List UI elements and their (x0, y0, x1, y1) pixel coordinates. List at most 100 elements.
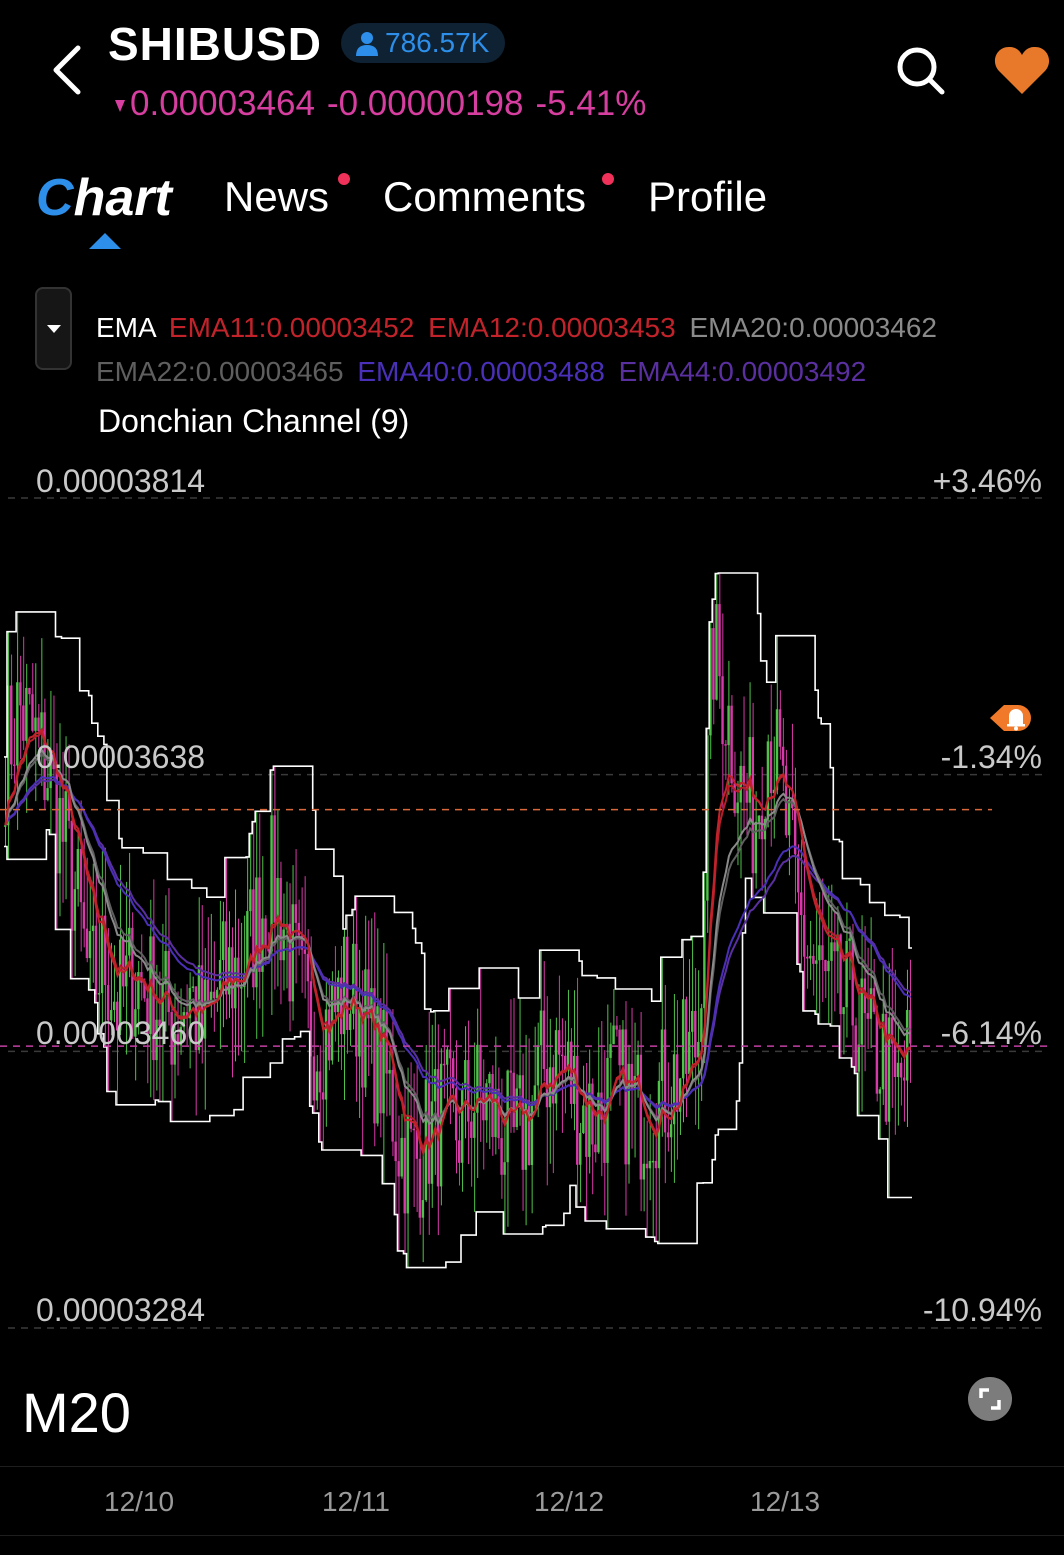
candle-body (403, 1137, 406, 1214)
y-label-right-3: -6.14% (940, 1015, 1042, 1051)
candle-body (200, 965, 204, 1039)
candle-body (227, 947, 231, 995)
ema40-value: EMA40:0.00003488 (357, 356, 605, 387)
candle-body (131, 927, 134, 1037)
candle-body (115, 1001, 119, 1031)
candle-body (857, 1044, 860, 1072)
back-arrow-icon[interactable] (48, 42, 88, 98)
candle-body (760, 815, 764, 840)
ema40-line (4, 775, 912, 1110)
candle-body (137, 972, 140, 1010)
candle-body (597, 1092, 600, 1153)
time-axis-top-divider (0, 1466, 1064, 1467)
ema22-value: EMA22:0.00003465 (96, 356, 344, 387)
candle-body (724, 744, 727, 746)
candle-body (76, 849, 80, 890)
candle-body (324, 1009, 328, 1100)
candle-body (22, 705, 25, 741)
tab-news[interactable]: News (224, 173, 330, 220)
candle-body (630, 1063, 633, 1090)
candle-body (533, 1085, 537, 1104)
price-alert-bell-icon[interactable] (988, 697, 1040, 739)
candle-body (745, 785, 748, 803)
candle-body (70, 820, 74, 931)
candle-body (470, 1121, 473, 1138)
candle-body (736, 802, 739, 814)
candle-body (73, 889, 77, 931)
price-chart[interactable] (0, 460, 1064, 1340)
candle-body (388, 1069, 391, 1074)
candle-body (860, 978, 863, 1045)
candle-body (488, 1074, 491, 1084)
x-label-1: 12/10 (104, 1486, 175, 1517)
candle-body (19, 682, 22, 706)
x-label-4: 12/13 (750, 1486, 821, 1517)
candle-body (458, 1140, 461, 1163)
candle-body (594, 1144, 597, 1153)
candle-body (379, 1006, 382, 1114)
candle-body (778, 709, 782, 747)
candle-body (143, 982, 146, 999)
candle-body (409, 1115, 412, 1129)
indicator-dropdown-toggle[interactable] (35, 287, 72, 370)
donchian-channel-label[interactable]: Donchian Channel (9) (98, 403, 410, 439)
candle-body (473, 1112, 476, 1138)
tab-profile[interactable]: Profile (648, 173, 768, 220)
tab-chart[interactable]: Chart (36, 168, 172, 228)
candle-body (793, 808, 797, 855)
candle-body (818, 945, 821, 961)
candle-body (31, 694, 34, 731)
candle-body (482, 1091, 485, 1121)
candle-body (433, 1069, 437, 1102)
y-label-left-4: 0.00003284 (36, 1292, 206, 1328)
candle-body (688, 1031, 691, 1074)
heart-icon[interactable] (994, 44, 1050, 96)
candle-body (681, 999, 685, 1079)
ema11-value: EMA11:0.00003452 (168, 312, 415, 343)
tab-comments[interactable]: Comments (383, 173, 587, 220)
candle-body (303, 949, 307, 954)
candle-body (491, 1074, 494, 1138)
candle-body (784, 765, 788, 836)
candle-body (579, 1133, 582, 1165)
candle-body (733, 783, 736, 814)
candle-body (112, 1001, 116, 1011)
candle-body (273, 815, 276, 923)
search-icon[interactable] (894, 44, 946, 96)
candle-body (321, 1092, 325, 1100)
tab-chart-first-letter: C (36, 169, 74, 227)
donchian-lower-band (4, 828, 912, 1269)
followers-badge[interactable]: 786.57K (341, 23, 506, 63)
expand-icon[interactable] (968, 1377, 1012, 1421)
candle-body (152, 936, 155, 1061)
candle-body (754, 821, 758, 874)
candle-body (318, 1071, 322, 1093)
period-label: M20 (22, 1381, 131, 1444)
candle-body (806, 956, 809, 959)
candle-body (669, 1124, 673, 1138)
chart-gridlines (8, 497, 1048, 1329)
candle-body (94, 925, 98, 995)
candle-body (576, 1055, 579, 1165)
candle-body (7, 685, 10, 826)
candle-body (675, 1054, 679, 1112)
candle-body (358, 1008, 361, 1057)
candle-body (694, 1010, 697, 1058)
candle-body (582, 1105, 585, 1134)
candle-body (427, 1079, 431, 1184)
candle-body (191, 986, 195, 988)
candle-body (370, 988, 373, 1019)
candle-body (264, 918, 267, 948)
candle-body (648, 1160, 652, 1169)
active-tab-indicator (89, 233, 121, 249)
candle-body (639, 1054, 643, 1180)
ema-label: EMA (96, 312, 156, 343)
candle-body (391, 1069, 394, 1142)
candle-body (88, 931, 92, 959)
candle-body (654, 1160, 658, 1169)
candle-body (179, 1027, 182, 1046)
candle-body (666, 1132, 670, 1138)
candle-body (349, 1013, 352, 1030)
candle-body (509, 1070, 512, 1073)
ema-legend-row1: EMA EMA11:0.00003452 EMA12:0.00003453 EM… (96, 311, 937, 345)
